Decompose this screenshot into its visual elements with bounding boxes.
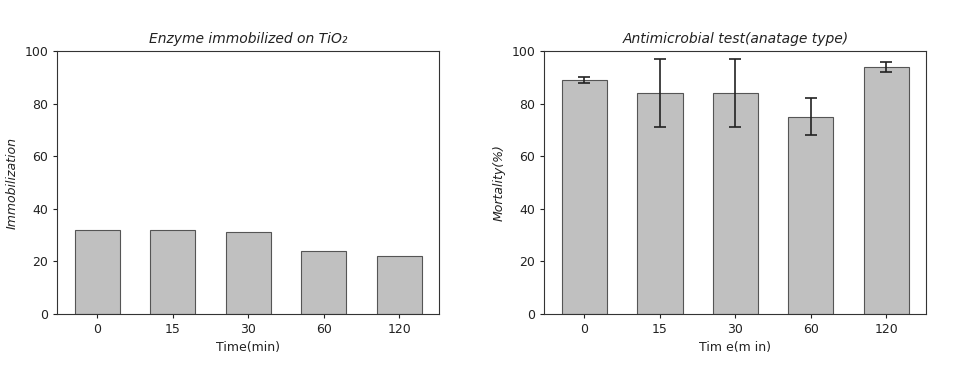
- Title: Antimicrobial test(anatage type): Antimicrobial test(anatage type): [623, 32, 848, 46]
- Bar: [376, 256, 422, 314]
- Bar: [637, 93, 683, 314]
- Bar: [788, 117, 834, 314]
- Bar: [74, 230, 120, 314]
- Bar: [863, 67, 909, 314]
- Bar: [301, 251, 347, 314]
- X-axis label: Time(min): Time(min): [216, 342, 281, 354]
- Bar: [712, 93, 758, 314]
- Bar: [150, 230, 196, 314]
- Bar: [225, 233, 271, 314]
- Title: Enzyme immobilized on TiO₂: Enzyme immobilized on TiO₂: [149, 32, 348, 46]
- Y-axis label: Immobilization: Immobilization: [6, 137, 19, 228]
- X-axis label: Tim e(m in): Tim e(m in): [699, 342, 772, 354]
- Bar: [562, 80, 607, 314]
- Y-axis label: Mortality(%): Mortality(%): [493, 144, 506, 221]
